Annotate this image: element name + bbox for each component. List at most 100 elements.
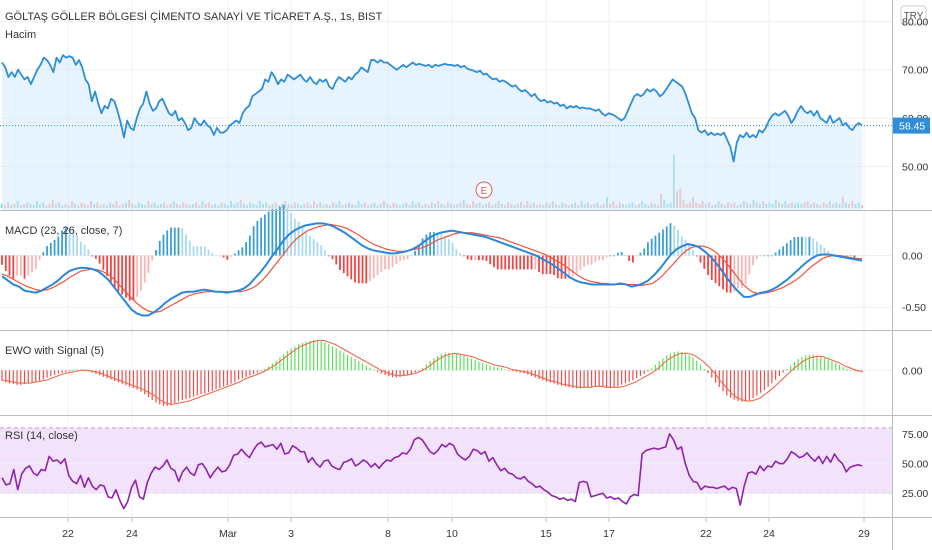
ewo-pane[interactable] bbox=[0, 331, 892, 415]
macd-histogram-bar bbox=[594, 255, 597, 263]
macd-histogram-bar bbox=[117, 255, 120, 292]
ewo-title[interactable]: EWO with Signal (5) bbox=[5, 345, 104, 357]
macd-tick-label: 0.00 bbox=[902, 250, 923, 262]
macd-histogram-bar bbox=[620, 251, 623, 256]
ewo-bar bbox=[782, 370, 784, 373]
ewo-bar bbox=[249, 370, 251, 376]
rsi-title[interactable]: RSI (14, close) bbox=[5, 430, 78, 442]
macd-histogram-bar bbox=[354, 255, 356, 283]
macd-histogram-bar bbox=[263, 214, 266, 256]
ewo-bar bbox=[373, 369, 375, 371]
ewo-bar bbox=[575, 370, 578, 389]
ewo-bar bbox=[459, 354, 461, 371]
macd-signal-line[interactable] bbox=[1, 223, 862, 314]
ewo-bar bbox=[729, 370, 732, 398]
macd-histogram-bar bbox=[538, 255, 540, 272]
macd-histogram-bar bbox=[804, 236, 807, 256]
macd-histogram-bar bbox=[132, 255, 135, 301]
macd-histogram-bar bbox=[586, 255, 589, 265]
ewo-bar bbox=[290, 348, 292, 371]
macd-histogram-bar bbox=[662, 229, 664, 256]
macd-histogram-bar bbox=[248, 235, 251, 256]
price-pane[interactable]: E bbox=[0, 0, 892, 211]
macd-histogram-bar bbox=[402, 255, 405, 261]
ewo-bar bbox=[316, 339, 319, 371]
ewo-bar bbox=[549, 370, 551, 383]
macd-histogram-bar bbox=[207, 249, 210, 256]
ewo-bar bbox=[31, 370, 33, 383]
ewo-bar bbox=[5, 370, 7, 383]
ewo-bar bbox=[703, 368, 705, 371]
ewo-bar bbox=[151, 370, 153, 400]
macd-histogram-bar bbox=[245, 242, 248, 256]
last-price-badge[interactable]: 58.45 bbox=[893, 117, 930, 134]
macd-histogram-bar bbox=[523, 255, 525, 270]
ewo-signal-line[interactable] bbox=[1, 339, 863, 405]
macd-histogram-bar bbox=[203, 246, 206, 256]
macd-histogram-bar bbox=[410, 255, 413, 257]
macd-histogram-bar bbox=[459, 253, 462, 256]
macd-histogram-bar bbox=[342, 255, 345, 274]
ewo-bar bbox=[482, 362, 484, 371]
macd-histogram-bar bbox=[271, 208, 274, 256]
macd-histogram-bar bbox=[241, 247, 244, 256]
ewo-bar bbox=[253, 370, 255, 375]
currency-badge[interactable]: TRY bbox=[900, 5, 927, 25]
macd-histogram-bar bbox=[665, 226, 668, 256]
symbol-title[interactable]: GÖLTAŞ GÖLLER BÖLGESİ ÇİMENTO SANAYİ VE … bbox=[5, 10, 382, 23]
macd-histogram-bar bbox=[19, 255, 22, 276]
ewo-bar bbox=[440, 353, 442, 371]
ewo-bar bbox=[790, 365, 792, 371]
macd-histogram-bar bbox=[346, 255, 349, 277]
ewo-bar bbox=[545, 370, 548, 382]
price-axes[interactable]: 80.0070.0060.0050.0058.450.00-0.500.0075… bbox=[893, 16, 930, 500]
macd-histogram-bar bbox=[16, 255, 18, 276]
macd-histogram-bar bbox=[684, 239, 687, 256]
macd-histogram-bar bbox=[463, 255, 465, 257]
volume-bar bbox=[0, 203, 3, 208]
ewo-bar bbox=[286, 351, 289, 371]
ewo-bar bbox=[219, 370, 221, 388]
ewo-bar bbox=[733, 370, 735, 400]
ewo-bar bbox=[455, 354, 458, 371]
ewo-bar bbox=[583, 370, 585, 388]
macd-histogram-bar bbox=[46, 246, 48, 256]
macd-histogram-bar bbox=[121, 255, 124, 295]
macd-histogram-bar bbox=[515, 255, 518, 270]
ewo-bar bbox=[823, 358, 826, 371]
ewo-bar bbox=[538, 370, 540, 379]
price-line[interactable] bbox=[1, 54, 863, 163]
macd-histogram-bar bbox=[91, 255, 94, 257]
macd-title[interactable]: MACD (23, 26, close, 7) bbox=[5, 225, 122, 237]
macd-histogram-bar bbox=[72, 230, 75, 256]
earnings-marker-circle bbox=[475, 181, 493, 199]
ewo-bar bbox=[264, 368, 266, 371]
ewo-bar bbox=[260, 370, 262, 372]
macd-histogram-bar bbox=[252, 226, 255, 256]
macd-histogram-bar bbox=[624, 255, 627, 256]
volume-label[interactable]: Hacim bbox=[5, 29, 36, 41]
macd-pane[interactable] bbox=[0, 204, 892, 330]
ewo-bar bbox=[775, 370, 777, 380]
macd-line[interactable] bbox=[1, 222, 863, 317]
time-label: 15 bbox=[540, 528, 552, 540]
ewo-bar bbox=[835, 362, 837, 371]
ewo-bar bbox=[324, 342, 326, 371]
ewo-bar bbox=[444, 352, 446, 371]
macd-histogram-bar bbox=[170, 227, 172, 256]
macd-histogram-bar bbox=[823, 247, 826, 256]
time-label: 3 bbox=[288, 528, 294, 540]
rsi-line[interactable] bbox=[1, 433, 863, 510]
ewo-bar bbox=[125, 370, 127, 386]
earnings-marker[interactable]: E bbox=[475, 181, 493, 199]
ewo-bar bbox=[651, 368, 653, 371]
macd-histogram-bar bbox=[801, 236, 803, 256]
macd-histogram-bar bbox=[774, 252, 777, 256]
ewo-bar bbox=[504, 369, 506, 371]
ewo-bar bbox=[395, 370, 397, 378]
rsi-pane[interactable] bbox=[0, 416, 892, 517]
time-axis[interactable]: 22 24 Mar 3 8 10 15 17 22 24 29 bbox=[62, 518, 870, 540]
macd-histogram-bar bbox=[34, 255, 37, 270]
macd-histogram-bar bbox=[816, 241, 818, 256]
macd-histogram-bar bbox=[748, 255, 751, 275]
